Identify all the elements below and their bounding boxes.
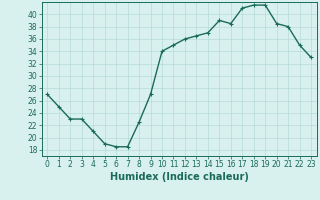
X-axis label: Humidex (Indice chaleur): Humidex (Indice chaleur) [110,172,249,182]
